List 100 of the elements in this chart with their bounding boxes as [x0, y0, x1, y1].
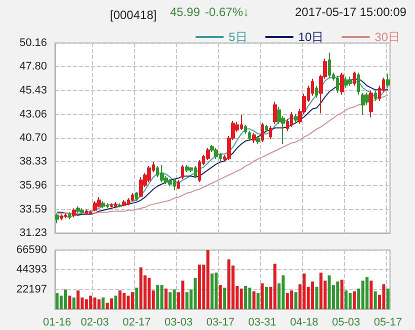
candlestick	[76, 206, 80, 214]
candlestick	[60, 214, 63, 221]
bar	[118, 290, 122, 309]
y-tick-label: 47.80	[19, 60, 47, 73]
candlestick	[261, 122, 264, 142]
bar	[97, 299, 100, 309]
bar	[214, 272, 218, 309]
bar	[348, 293, 352, 309]
candlestick	[357, 72, 360, 96]
bar	[64, 290, 67, 309]
candlestick	[340, 72, 344, 96]
bar	[365, 277, 368, 309]
candlestick	[328, 52, 331, 78]
candlestick	[55, 212, 59, 224]
bar	[198, 264, 201, 309]
bar	[382, 284, 386, 309]
candlestick	[206, 147, 210, 161]
candlestick	[273, 101, 277, 124]
bar	[68, 296, 72, 309]
candlestick	[185, 164, 189, 173]
bar	[172, 290, 176, 309]
candlestick	[290, 111, 293, 128]
bar	[352, 291, 356, 309]
bar	[244, 286, 248, 309]
candlestick	[147, 166, 151, 183]
candlestick	[336, 75, 339, 94]
x-tick-label: 03-31	[248, 316, 276, 328]
y-tick-label: 44393	[16, 264, 47, 276]
bar	[72, 297, 76, 309]
bar	[319, 272, 322, 309]
x-tick-label: 05-03	[332, 316, 360, 328]
candlestick	[181, 164, 184, 180]
candlestick	[361, 92, 365, 116]
text: -0.67%↓	[205, 5, 250, 19]
candlestick	[118, 202, 122, 208]
y-tick-label: 22197	[16, 283, 47, 296]
candlestick	[252, 132, 256, 144]
bar	[156, 285, 160, 309]
bar	[273, 264, 276, 309]
bar	[122, 293, 126, 309]
bar	[102, 297, 105, 309]
candlestick	[101, 200, 105, 209]
candlestick	[135, 192, 138, 202]
bar	[93, 297, 96, 309]
bar	[164, 288, 168, 309]
bar	[290, 290, 294, 309]
bar	[260, 283, 264, 309]
y-tick-label: 43.06	[19, 108, 47, 120]
candlestick	[110, 202, 113, 208]
bar	[361, 280, 364, 309]
bar	[240, 288, 243, 309]
bar	[264, 286, 268, 309]
bar	[315, 286, 318, 309]
x-tick-label: 01-16	[43, 316, 72, 328]
bar	[311, 282, 314, 309]
bar	[218, 285, 222, 309]
bar	[206, 250, 210, 309]
legend-label: 30日	[374, 30, 400, 44]
bar	[386, 288, 390, 309]
candlestick	[353, 71, 356, 86]
candlestick	[177, 180, 180, 190]
bar	[340, 280, 344, 309]
candlestick	[68, 212, 71, 220]
candlestick	[386, 73, 390, 88]
bar	[252, 291, 256, 309]
y-tick-label: 33.59	[19, 203, 47, 216]
candlestick	[369, 90, 373, 118]
bar	[248, 288, 252, 309]
bar	[181, 280, 184, 309]
candlestick	[72, 208, 76, 218]
x-tick-label: 02-03	[80, 316, 109, 328]
bar	[185, 292, 188, 309]
y-tick-label: 66590	[16, 244, 47, 256]
bar	[135, 288, 138, 309]
x-tick-label: 03-03	[164, 316, 193, 328]
candlestick	[97, 196, 101, 208]
bar	[114, 296, 118, 309]
candlestick	[122, 200, 126, 207]
bar	[344, 290, 348, 309]
bar	[294, 292, 298, 309]
legend-label: 10日	[298, 30, 324, 44]
bar	[256, 293, 260, 309]
candlestick	[64, 212, 67, 219]
candlestick	[139, 176, 143, 198]
bar	[130, 292, 134, 309]
y-tick-label: 35.96	[19, 180, 47, 192]
candlestick	[248, 130, 251, 142]
bar	[227, 259, 230, 309]
candlestick	[344, 76, 348, 88]
bar	[110, 298, 114, 309]
candlestick	[374, 90, 377, 102]
candlestick	[168, 178, 172, 187]
candlestick	[269, 125, 272, 140]
bar	[374, 291, 377, 309]
candlestick	[160, 164, 164, 183]
candlestick	[85, 208, 88, 215]
bar	[76, 290, 80, 309]
text: 2017-05-17 15:00:09	[295, 5, 407, 19]
candlestick	[244, 124, 247, 134]
chart-title: [000418]	[110, 8, 157, 22]
